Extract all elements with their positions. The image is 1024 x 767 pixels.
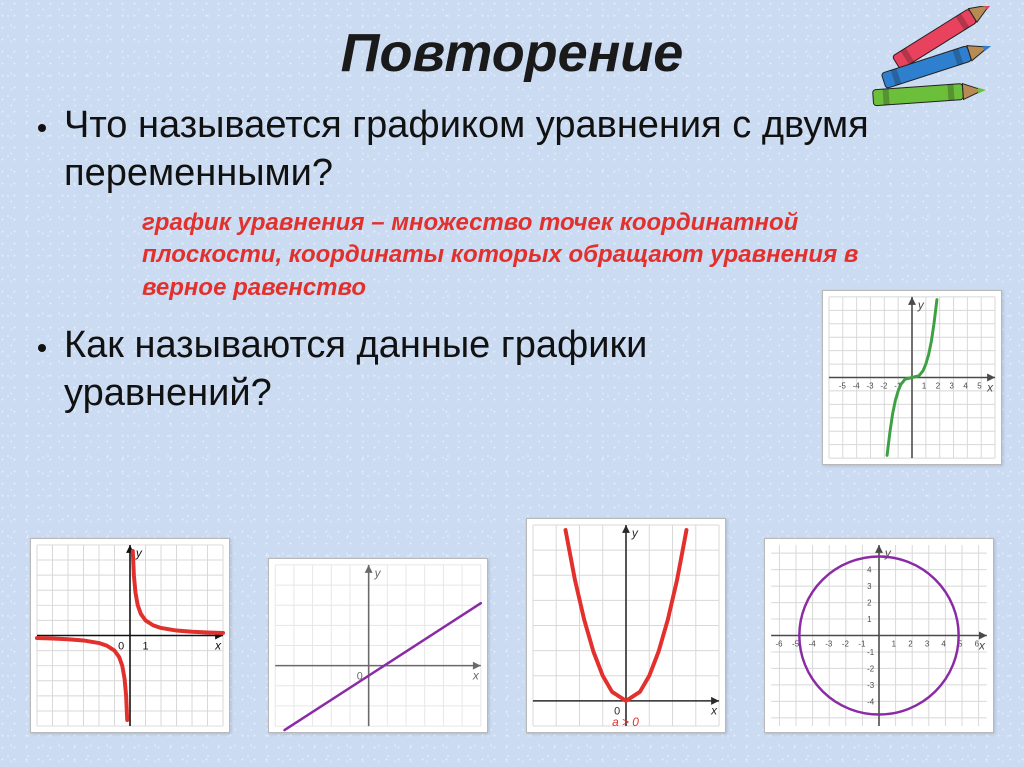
svg-text:4: 4 — [963, 381, 968, 390]
svg-text:-6: -6 — [775, 639, 783, 648]
svg-text:1: 1 — [892, 639, 897, 648]
bullet-q1: Что называется графиком уравнения с двум… — [38, 102, 986, 197]
svg-text:-2: -2 — [867, 664, 874, 673]
svg-text:3: 3 — [950, 381, 955, 390]
svg-text:y: y — [135, 546, 143, 560]
svg-text:-5: -5 — [839, 381, 847, 390]
svg-text:1: 1 — [143, 640, 149, 652]
svg-text:-3: -3 — [825, 639, 833, 648]
chart-cubic: xy-5-4-3-2-112345 — [822, 290, 1002, 465]
svg-text:-4: -4 — [867, 697, 875, 706]
svg-text:x: x — [472, 668, 480, 682]
svg-text:x: x — [214, 638, 222, 652]
svg-text:y: y — [374, 566, 382, 580]
svg-text:-3: -3 — [867, 381, 875, 390]
svg-text:-1: -1 — [867, 648, 875, 657]
svg-text:x: x — [986, 380, 994, 394]
svg-text:x: x — [978, 638, 986, 652]
chart-circle: xy-6-5-4-3-2-1123456-4-3-2-11234 — [764, 538, 994, 733]
question-2: Как называются данные графики уравнений? — [64, 322, 824, 417]
bullet-dot-icon — [38, 124, 46, 132]
crayons-decoration — [848, 6, 1018, 126]
svg-text:0: 0 — [118, 640, 124, 652]
svg-text:1: 1 — [922, 381, 926, 390]
chart-hyperbola: x y 0 1 — [30, 538, 230, 733]
chart-parabola: xy0a > 0 — [526, 518, 726, 733]
svg-text:x: x — [710, 704, 718, 718]
svg-text:-3: -3 — [867, 681, 875, 690]
svg-text:-4: -4 — [809, 639, 817, 648]
bullet-dot-icon — [38, 344, 46, 352]
svg-text:a > 0: a > 0 — [612, 715, 639, 729]
svg-text:1: 1 — [867, 615, 872, 624]
svg-text:3: 3 — [867, 582, 872, 591]
svg-text:2: 2 — [867, 599, 871, 608]
svg-text:-4: -4 — [853, 381, 861, 390]
chart-line: xy0 — [268, 558, 488, 733]
svg-text:-1: -1 — [858, 639, 866, 648]
svg-text:-2: -2 — [880, 381, 887, 390]
slide-title: Повторение — [38, 22, 986, 84]
svg-text:4: 4 — [867, 566, 872, 575]
svg-text:3: 3 — [925, 639, 930, 648]
svg-text:y: y — [631, 526, 639, 540]
svg-text:y: y — [917, 298, 925, 312]
svg-text:4: 4 — [941, 639, 946, 648]
svg-text:2: 2 — [936, 381, 940, 390]
answer-1: график уравнения – множество точек коорд… — [142, 207, 922, 304]
svg-text:6: 6 — [975, 639, 980, 648]
svg-text:5: 5 — [977, 381, 982, 390]
svg-text:-2: -2 — [842, 639, 849, 648]
svg-text:2: 2 — [908, 639, 912, 648]
